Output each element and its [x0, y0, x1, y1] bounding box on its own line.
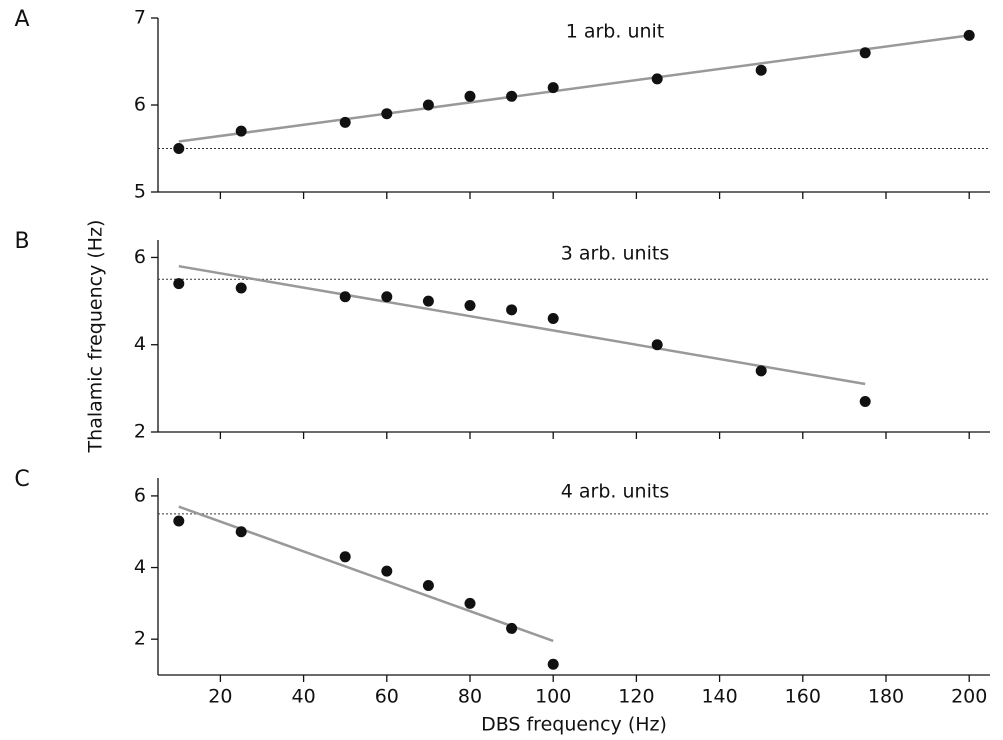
data-point — [339, 291, 351, 303]
x-tick-label: 60 — [375, 686, 399, 708]
y-tick-label: 4 — [134, 556, 146, 578]
x-tick-label: 20 — [208, 686, 232, 708]
x-axis-label: DBS frequency (Hz) — [481, 714, 667, 736]
y-tick-label: 6 — [134, 484, 146, 506]
annotation: 4 arb. units — [561, 481, 669, 503]
data-point — [339, 551, 351, 563]
fit-line — [178, 505, 554, 643]
data-point — [422, 99, 434, 111]
data-point — [755, 365, 767, 377]
annotation: 1 arb. unit — [566, 21, 665, 43]
x-tick-label: 200 — [951, 686, 987, 708]
data-point — [506, 622, 518, 634]
y-tick-label: 2 — [134, 421, 146, 443]
y-tick-label: 2 — [134, 628, 146, 650]
x-tick-label: 160 — [785, 686, 821, 708]
fit-line — [178, 34, 970, 143]
data-point — [235, 526, 247, 538]
y-tick-label: 5 — [134, 181, 146, 203]
panel-label: C — [14, 467, 29, 492]
data-point — [339, 116, 351, 128]
x-tick-label: 80 — [458, 686, 482, 708]
data-point — [422, 295, 434, 307]
data-point — [547, 82, 559, 94]
y-tick-label: 6 — [134, 246, 146, 268]
y-tick-label: 6 — [134, 94, 146, 116]
data-point — [506, 304, 518, 316]
data-point — [547, 658, 559, 670]
data-point — [173, 515, 185, 527]
x-tick-label: 180 — [868, 686, 904, 708]
data-point — [235, 282, 247, 294]
data-point — [422, 579, 434, 591]
data-point — [651, 339, 663, 351]
annotation: 3 arb. units — [561, 243, 669, 265]
data-point — [755, 64, 767, 76]
data-point — [381, 291, 393, 303]
data-point — [381, 565, 393, 577]
y-tick-label: 4 — [134, 333, 146, 355]
data-point — [173, 143, 185, 154]
data-point — [859, 47, 871, 59]
data-point — [859, 395, 871, 407]
y-tick-label: 7 — [134, 7, 146, 29]
x-tick-label: 40 — [292, 686, 316, 708]
panel-label: A — [14, 7, 29, 32]
x-tick-label: 120 — [618, 686, 654, 708]
data-point — [464, 299, 476, 311]
data-point — [963, 29, 975, 41]
data-point — [506, 90, 518, 102]
data-point — [464, 597, 476, 609]
panel-label: B — [14, 229, 29, 254]
x-tick-label: 140 — [701, 686, 737, 708]
data-point — [464, 90, 476, 102]
y-axis-label: Thalamic frequency (Hz) — [85, 220, 107, 454]
x-tick-label: 100 — [535, 686, 571, 708]
fit-line — [178, 264, 866, 386]
data-point — [381, 108, 393, 120]
data-point — [235, 125, 247, 137]
data-point — [173, 278, 185, 290]
data-point — [651, 73, 663, 85]
data-point — [547, 313, 559, 325]
